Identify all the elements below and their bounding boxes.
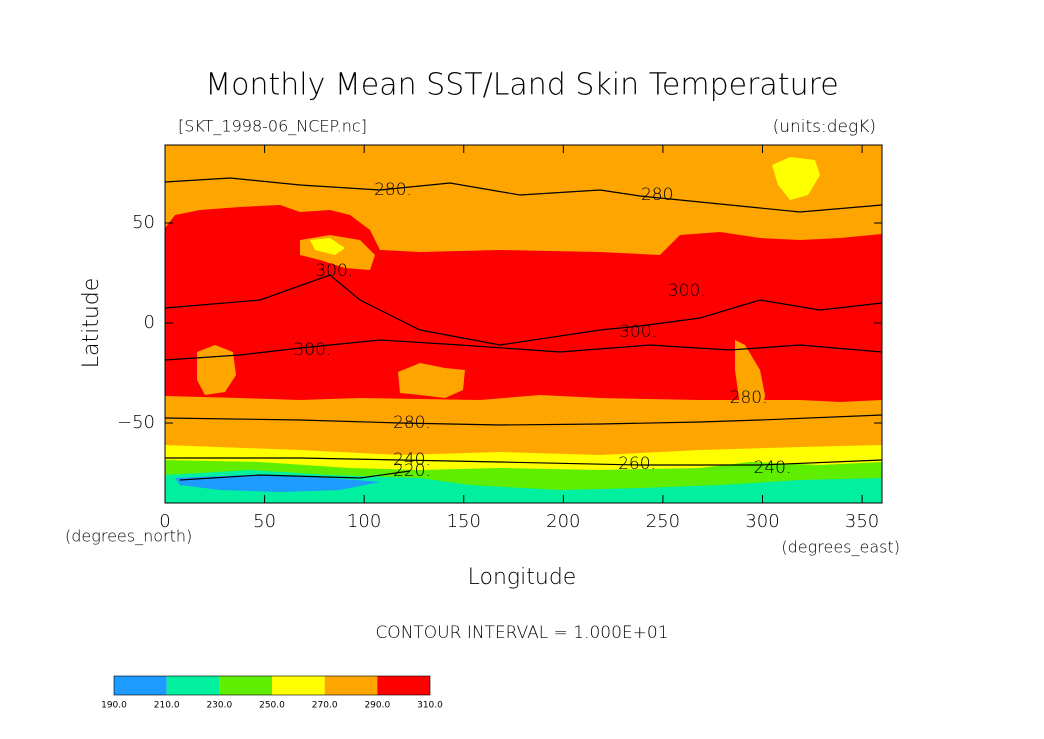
- colorbar-segment: [377, 676, 430, 695]
- contour-line: [165, 339, 882, 361]
- contour-interval: CONTOUR INTERVAL = 1.000E+01: [375, 623, 668, 643]
- colorbar-label: 210.0: [154, 701, 180, 711]
- contour-label: 300.: [619, 322, 657, 342]
- x-tick-label: 100: [347, 511, 381, 532]
- colorbar-label: 190.0: [101, 701, 127, 711]
- colorbar-label: 270.0: [312, 701, 338, 711]
- contour-line: [165, 414, 882, 426]
- x-tick-label: 0: [159, 511, 170, 532]
- colorbar-frame: [113, 675, 431, 696]
- contour-label: 280.: [393, 413, 431, 433]
- contour-label: 240.: [393, 450, 431, 470]
- colorbar-segment: [166, 676, 220, 695]
- contour-line: [179, 470, 411, 481]
- x-tick-label: 50: [253, 511, 276, 532]
- contour-line: [165, 274, 882, 346]
- y-axis-label: Latitude: [79, 278, 104, 369]
- x-tick-label: 350: [845, 511, 879, 532]
- x-axis-label: Longitude: [468, 565, 577, 590]
- colorbar-label: 310.0: [417, 701, 443, 711]
- x-tick-label: 200: [546, 511, 580, 532]
- colorbar-label: 250.0: [259, 701, 285, 711]
- contour-label: 240.: [754, 458, 792, 478]
- colorbar-label: 230.0: [206, 701, 232, 711]
- chart-title: Monthly Mean SST/Land Skin Temperature: [205, 68, 838, 103]
- contour-label: 300.: [293, 340, 331, 360]
- subtitle-right: (units:degK): [773, 117, 876, 137]
- fill-region: [175, 475, 380, 492]
- x-units: (degrees_east): [781, 538, 900, 557]
- contour-label: 300.: [668, 281, 706, 301]
- contour-label: 280.: [374, 180, 412, 200]
- y-units: (degrees_north): [65, 527, 192, 546]
- contour-line: [165, 457, 882, 466]
- colorbar-segment: [219, 676, 272, 695]
- colorbar-label: 290.0: [364, 701, 390, 711]
- colorbar-segment: [272, 676, 325, 695]
- x-tick-label: 150: [447, 511, 481, 532]
- subtitle-left: [SKT_1998-06_NCEP.nc]: [178, 117, 367, 136]
- plot-frame: [164, 144, 883, 504]
- map-fill: [165, 145, 882, 503]
- x-tick-label: 300: [745, 511, 779, 532]
- fill-region: [398, 363, 465, 398]
- contour-label: 260.: [618, 454, 656, 474]
- contour-label: 280.: [730, 388, 768, 408]
- y-tick-label: 50: [132, 212, 155, 233]
- contour-label: 280.: [641, 185, 679, 205]
- fill-region: [310, 238, 345, 255]
- y-tick-label: 0: [144, 312, 155, 333]
- contour-line: [165, 177, 882, 213]
- colorbar-segment: [324, 676, 378, 695]
- fill-region: [165, 470, 882, 503]
- fill-region: [735, 340, 765, 440]
- fill-region: [772, 157, 820, 200]
- contour-label: 300.: [315, 261, 353, 281]
- colorbar-segment: [114, 676, 167, 695]
- y-tick-label: −50: [117, 412, 155, 433]
- contour-label: 220.: [393, 461, 431, 481]
- x-tick-label: 250: [646, 511, 680, 532]
